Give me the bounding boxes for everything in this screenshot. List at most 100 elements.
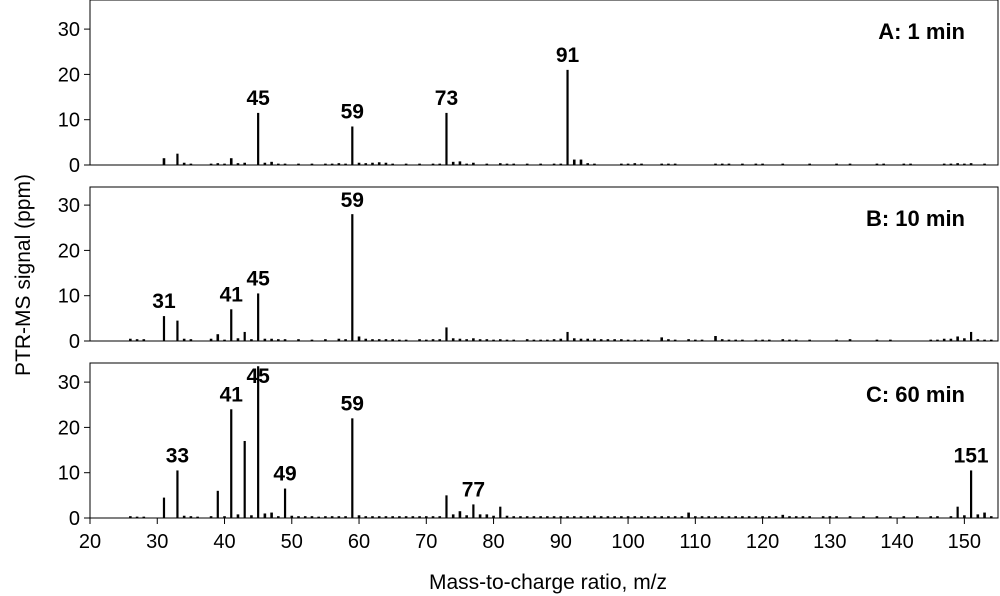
spectrum-bar [465,339,468,341]
spectrum-bar [418,516,421,518]
spectrum-bar [539,163,542,165]
spectrum-bar [445,495,448,518]
spectrum-bar [620,339,623,341]
y-tick-label: 20 [58,64,80,86]
spectrum-bar [418,163,421,165]
spectrum-bar [310,516,314,518]
spectrum-bar [593,515,596,518]
x-tick-label: 30 [146,531,168,553]
x-tick-label: 70 [415,531,437,553]
spectrum-bar [660,516,664,518]
spectrum-bar [969,470,973,518]
spectrum-bar [902,163,906,165]
spectrum-bar [297,516,300,518]
spectrum-bar [391,339,394,341]
spectrum-bar [243,440,246,518]
spectrum-bar [754,339,758,341]
x-tick-label: 110 [679,531,711,553]
spectrum-bar [277,163,280,165]
spectrum-bar [431,339,435,341]
panel-title: B: 10 min [866,206,965,231]
spectrum-bar [902,516,906,518]
spectrum-bar [720,516,724,518]
spectrum-bar [781,514,785,518]
spectrum-bar [283,488,287,518]
spectrum-bar [498,339,502,341]
spectrum-bar [250,339,253,341]
spectrum-bar [223,516,226,518]
spectrum-bar [640,516,643,518]
spectrum-bar [196,516,199,518]
peak-label: 41 [220,383,244,406]
spectrum-bar [942,338,946,341]
spectrum-bar [956,336,959,341]
y-tick-label: 0 [69,155,80,177]
spectrum-bar [371,339,374,341]
spectrum-bar [324,163,327,165]
spectrum-bar [377,162,381,165]
peak-label: 59 [341,392,364,415]
spectrum-bar [189,516,193,518]
spectrum-bar [673,339,677,341]
spectrum-bar [445,112,448,165]
spectrum-bar [714,163,717,165]
peak-label: 45 [246,365,270,388]
spectrum-bar [465,163,468,165]
panel-title: C: 60 min [866,382,965,407]
spectrum-bar [182,338,186,341]
spectrum-bar [216,163,220,165]
spectrum-bar [135,339,139,341]
spectrum-bar [680,516,684,518]
spectrum-bar [599,516,603,518]
y-tick-label: 30 [58,372,80,394]
spectrum-bar [714,336,717,341]
spectrum-bar [687,512,690,518]
spectrum-bar [129,516,132,518]
spectrum-bar [465,515,468,518]
spectrum-bar [290,515,294,518]
spectrum-bar [391,163,394,165]
spectrum-bar [411,516,415,518]
spectrum-bar [566,516,569,518]
spectrum-bar [317,516,320,518]
spectrum-bar [586,338,590,341]
x-tick-label: 40 [213,531,235,553]
spectrum-bar [236,163,240,165]
spectrum-bar [458,161,462,165]
spectrum-bar [633,339,637,341]
spectrum-bar [270,512,273,518]
panel-frame [89,186,999,342]
spectrum-bar [472,338,475,341]
spectrum-bar [969,163,973,165]
spectrum-bar [983,339,986,341]
panel-frame [89,362,999,519]
spectrum-bar [135,516,139,518]
peak-label: 91 [556,44,580,67]
spectrum-bar [512,339,516,341]
spectrum-bar [613,339,616,341]
spectrum-bar [566,331,569,341]
spectrum-bar [176,153,179,165]
spectrum-bar [519,516,522,518]
spectrum-bar [794,516,798,518]
spectrum-bar [559,163,563,165]
spectrum-bar [257,112,260,165]
spectrum-bar [263,513,267,518]
spectrum-bar [344,163,347,165]
spectrum-bar [142,339,146,341]
spectrum-bar [626,339,630,341]
spectrum-bar [209,516,213,518]
spectrum-bar [808,339,811,341]
x-tick-label: 80 [482,531,504,553]
spectrum-bar [761,339,764,341]
spectrum-bar [929,339,933,341]
spectrum-bar [572,516,576,518]
spectrum-bar [492,339,495,341]
panel-title: A: 1 min [878,19,965,44]
plot-area: 0 10 20 30 A: 1 min 45 59 73 91 0 10 20 30 B: 10 min 3… [58,0,999,553]
peak-label: 33 [166,444,189,467]
spectrum-bar [889,516,892,518]
spectrum-bar [579,516,583,518]
spectrum-bar [404,339,408,341]
spectrum-bar [835,516,838,518]
